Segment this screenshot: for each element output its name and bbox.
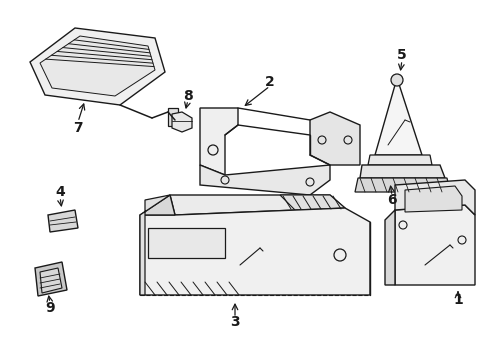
Text: 1: 1 [453, 293, 463, 307]
Polygon shape [385, 210, 395, 285]
Text: 9: 9 [45, 301, 55, 315]
Text: 5: 5 [397, 48, 407, 62]
Polygon shape [375, 78, 422, 155]
Polygon shape [170, 195, 345, 215]
Polygon shape [395, 205, 475, 285]
Text: 3: 3 [230, 315, 240, 329]
Polygon shape [200, 108, 238, 175]
Text: 2: 2 [265, 75, 275, 89]
Polygon shape [405, 186, 462, 212]
Polygon shape [310, 112, 360, 165]
Text: 4: 4 [55, 185, 65, 199]
Polygon shape [48, 210, 78, 232]
Polygon shape [395, 180, 475, 215]
Polygon shape [40, 268, 62, 293]
Polygon shape [35, 262, 67, 296]
Text: 6: 6 [387, 193, 397, 207]
Polygon shape [280, 195, 345, 210]
Polygon shape [148, 228, 225, 258]
Circle shape [391, 74, 403, 86]
Text: 8: 8 [183, 89, 193, 103]
Polygon shape [140, 208, 370, 295]
Polygon shape [355, 178, 450, 192]
Polygon shape [140, 195, 175, 215]
Polygon shape [200, 165, 330, 195]
Polygon shape [360, 165, 445, 178]
Polygon shape [172, 112, 192, 132]
Polygon shape [368, 155, 432, 165]
Text: 7: 7 [73, 121, 83, 135]
Polygon shape [30, 28, 165, 105]
Polygon shape [40, 36, 155, 96]
Polygon shape [168, 108, 178, 126]
Polygon shape [140, 195, 170, 295]
